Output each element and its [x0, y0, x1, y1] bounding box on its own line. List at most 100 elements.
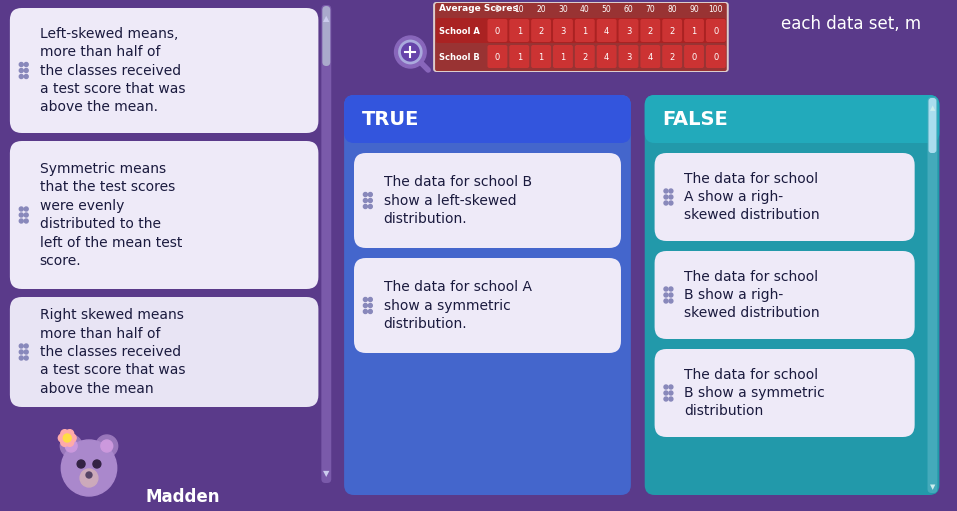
Circle shape [669, 189, 673, 193]
Circle shape [19, 344, 23, 348]
Text: The data for school
B show a righ-
skewed distribution: The data for school B show a righ- skewe… [684, 270, 820, 320]
Text: 0: 0 [495, 5, 500, 14]
Text: 4: 4 [648, 53, 653, 61]
Text: The data for school
B show a symmetric
distribution: The data for school B show a symmetric d… [684, 367, 825, 419]
Text: TRUE: TRUE [362, 109, 419, 128]
Text: 2: 2 [670, 27, 675, 35]
Circle shape [24, 344, 28, 348]
FancyBboxPatch shape [354, 153, 621, 248]
Circle shape [86, 472, 92, 478]
FancyBboxPatch shape [434, 2, 729, 72]
FancyBboxPatch shape [655, 349, 915, 437]
Circle shape [669, 293, 673, 297]
FancyBboxPatch shape [927, 97, 938, 493]
Text: 1: 1 [539, 53, 544, 61]
Circle shape [66, 430, 74, 437]
Circle shape [24, 213, 28, 217]
Circle shape [24, 356, 28, 360]
Text: 0: 0 [495, 27, 501, 35]
Text: 80: 80 [667, 5, 677, 14]
Circle shape [394, 36, 426, 68]
Text: 1: 1 [517, 27, 522, 35]
FancyBboxPatch shape [575, 19, 594, 42]
Text: 2: 2 [539, 27, 544, 35]
Text: ▼: ▼ [930, 484, 935, 490]
Circle shape [364, 204, 367, 208]
Circle shape [664, 287, 668, 291]
Text: Right skewed means
more than half of
the classes received
a test score that was
: Right skewed means more than half of the… [39, 308, 185, 396]
Text: 3: 3 [626, 27, 632, 35]
Circle shape [669, 195, 673, 199]
Text: 90: 90 [689, 5, 699, 14]
Text: 2: 2 [648, 27, 653, 35]
Circle shape [24, 219, 28, 223]
Text: 3: 3 [626, 53, 632, 61]
Text: The data for school B
show a left-skewed
distribution.: The data for school B show a left-skewed… [384, 175, 532, 226]
FancyBboxPatch shape [684, 45, 704, 68]
Circle shape [78, 460, 85, 468]
Text: 50: 50 [602, 5, 612, 14]
Circle shape [364, 304, 367, 308]
FancyBboxPatch shape [322, 5, 331, 483]
FancyBboxPatch shape [436, 44, 725, 69]
FancyBboxPatch shape [640, 19, 660, 42]
FancyBboxPatch shape [323, 6, 330, 66]
Circle shape [368, 204, 372, 208]
Text: ▲: ▲ [930, 105, 935, 111]
FancyBboxPatch shape [618, 19, 638, 42]
Text: 1: 1 [561, 53, 566, 61]
Circle shape [664, 293, 668, 297]
Circle shape [364, 297, 367, 301]
Circle shape [368, 310, 372, 314]
FancyBboxPatch shape [345, 95, 631, 495]
Circle shape [669, 385, 673, 389]
Circle shape [19, 68, 23, 73]
Text: 2: 2 [582, 53, 588, 61]
FancyBboxPatch shape [509, 45, 529, 68]
Circle shape [664, 385, 668, 389]
Text: 100: 100 [708, 5, 723, 14]
FancyBboxPatch shape [10, 8, 319, 133]
Circle shape [364, 310, 367, 314]
Text: 0: 0 [713, 53, 719, 61]
Circle shape [24, 75, 28, 79]
Circle shape [19, 213, 23, 217]
Text: 2: 2 [670, 53, 675, 61]
FancyBboxPatch shape [597, 45, 616, 68]
FancyBboxPatch shape [553, 45, 573, 68]
Text: 20: 20 [536, 5, 545, 14]
Circle shape [19, 75, 23, 79]
Circle shape [24, 207, 28, 211]
FancyBboxPatch shape [597, 19, 616, 42]
Circle shape [24, 350, 28, 354]
Text: 60: 60 [624, 5, 634, 14]
Circle shape [100, 440, 113, 452]
Circle shape [664, 189, 668, 193]
Text: 4: 4 [604, 53, 610, 61]
FancyBboxPatch shape [487, 19, 507, 42]
Circle shape [669, 299, 673, 303]
FancyBboxPatch shape [345, 95, 631, 143]
Circle shape [60, 435, 82, 457]
FancyBboxPatch shape [531, 19, 551, 42]
Text: 40: 40 [580, 5, 590, 14]
Circle shape [66, 438, 74, 446]
FancyBboxPatch shape [5, 5, 331, 483]
FancyBboxPatch shape [436, 18, 725, 43]
Circle shape [364, 193, 367, 197]
Circle shape [669, 397, 673, 401]
Text: 1: 1 [517, 53, 522, 61]
Text: 1: 1 [582, 27, 588, 35]
FancyBboxPatch shape [655, 251, 915, 339]
Text: 0: 0 [495, 53, 501, 61]
Text: 10: 10 [515, 5, 524, 14]
FancyBboxPatch shape [706, 45, 725, 68]
Circle shape [61, 440, 117, 496]
FancyBboxPatch shape [435, 3, 726, 71]
Circle shape [19, 350, 23, 354]
Circle shape [399, 41, 421, 63]
Circle shape [58, 434, 66, 442]
Text: Left-skewed means,
more than half of
the classes received
a test score that was
: Left-skewed means, more than half of the… [39, 27, 185, 114]
FancyBboxPatch shape [655, 153, 915, 241]
FancyBboxPatch shape [662, 45, 682, 68]
